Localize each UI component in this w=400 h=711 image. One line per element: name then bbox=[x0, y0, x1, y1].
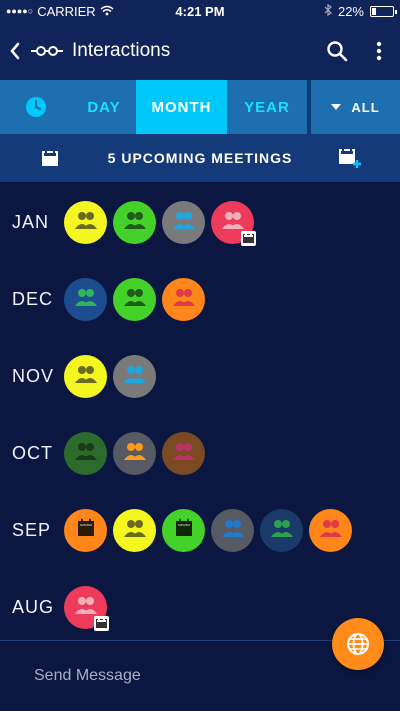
timeline-row-sep: SEP bbox=[0, 500, 400, 560]
contact-group-bubble[interactable] bbox=[162, 431, 205, 475]
contact-group-bubble[interactable] bbox=[162, 277, 205, 321]
meetings-calendar-button[interactable] bbox=[0, 149, 100, 167]
bluetooth-icon bbox=[324, 3, 332, 19]
clock-icon bbox=[26, 97, 46, 117]
people-icon bbox=[123, 210, 147, 235]
contact-group-bubble[interactable] bbox=[64, 354, 107, 398]
month-label: SEP bbox=[12, 519, 52, 540]
calendar-icon bbox=[175, 518, 193, 542]
timeline-row-dec: DEC bbox=[0, 269, 400, 329]
app-bar: Interactions bbox=[0, 22, 400, 80]
filter-divider bbox=[307, 80, 311, 134]
people-icon bbox=[270, 518, 294, 543]
interaction-bubbles bbox=[64, 354, 156, 398]
battery-percent: 22% bbox=[337, 3, 364, 19]
contact-group-bubble[interactable] bbox=[64, 277, 107, 321]
people-icon bbox=[74, 364, 98, 389]
meeting-bubble[interactable] bbox=[162, 508, 205, 552]
upcoming-meetings-label[interactable]: 5 UPCOMING MEETINGS bbox=[107, 150, 293, 166]
interaction-bubbles bbox=[64, 508, 352, 552]
more-vertical-icon bbox=[376, 41, 382, 61]
month-label: DEC bbox=[12, 288, 54, 309]
people-icon bbox=[172, 441, 196, 466]
filter-dropdown[interactable]: ALL bbox=[311, 80, 400, 134]
people-icon bbox=[123, 518, 147, 543]
battery-level bbox=[372, 7, 377, 15]
page-title: Interactions bbox=[72, 40, 171, 61]
people-icon bbox=[123, 287, 147, 312]
contact-group-bubble[interactable] bbox=[64, 585, 109, 631]
wifi-icon bbox=[100, 4, 114, 19]
month-label: JAN bbox=[12, 211, 50, 232]
clock-button[interactable] bbox=[0, 80, 72, 134]
composer-divider bbox=[0, 640, 400, 641]
month-label: AUG bbox=[12, 596, 55, 617]
send-message-input[interactable] bbox=[34, 667, 304, 685]
status-right: 22% bbox=[324, 3, 397, 19]
people-icon bbox=[74, 595, 98, 620]
contact-group-bubble[interactable] bbox=[113, 354, 156, 398]
signal-icon: ●●●●○ bbox=[6, 6, 34, 16]
timeline-row-oct: OCT bbox=[0, 423, 400, 483]
people-icon bbox=[74, 287, 98, 312]
people-icon bbox=[123, 441, 147, 466]
contact-group-bubble[interactable] bbox=[113, 277, 156, 321]
people-icon bbox=[319, 518, 343, 543]
tab-day[interactable]: DAY bbox=[87, 98, 121, 116]
status-bar: ●●●●○ CARRIER 4:21 PM 22% bbox=[0, 0, 400, 22]
battery-icon bbox=[370, 5, 397, 17]
time-range-bar: DAY MONTH YEAR ALL bbox=[0, 80, 400, 134]
interactions-timeline: JAN DEC NOV OCT SEP AUG bbox=[0, 182, 400, 640]
contact-group-bubble[interactable] bbox=[64, 431, 107, 475]
people-icon bbox=[221, 210, 245, 235]
contact-group-bubble[interactable] bbox=[113, 508, 156, 552]
people-icon bbox=[221, 518, 245, 543]
timeline-row-aug: AUG bbox=[0, 577, 400, 637]
contact-group-bubble[interactable] bbox=[162, 200, 205, 244]
calendar-badge-icon bbox=[94, 615, 109, 631]
chevron-left-icon bbox=[10, 42, 20, 60]
people-icon bbox=[172, 210, 196, 235]
contact-group-bubble[interactable] bbox=[113, 431, 156, 475]
meeting-bubble[interactable] bbox=[64, 508, 107, 552]
calendar-icon bbox=[42, 149, 58, 166]
month-label: NOV bbox=[12, 365, 55, 386]
filter-label: ALL bbox=[351, 99, 380, 115]
carrier-label: CARRIER bbox=[37, 3, 96, 19]
contact-group-bubble[interactable] bbox=[211, 200, 256, 246]
contact-group-bubble[interactable] bbox=[113, 200, 156, 244]
interaction-bubbles bbox=[64, 277, 205, 321]
meetings-bar: 5 UPCOMING MEETINGS bbox=[0, 134, 400, 182]
timeline-row-nov: NOV bbox=[0, 346, 400, 406]
add-meeting-button[interactable] bbox=[300, 147, 400, 169]
search-icon bbox=[327, 41, 348, 62]
caret-down-icon bbox=[331, 104, 342, 110]
contact-group-bubble[interactable] bbox=[211, 508, 254, 552]
contact-group-bubble[interactable] bbox=[260, 508, 303, 552]
interaction-bubbles bbox=[64, 200, 256, 246]
search-button[interactable] bbox=[316, 22, 358, 80]
people-icon bbox=[123, 364, 147, 389]
status-left: ●●●●○ CARRIER bbox=[6, 4, 324, 19]
back-button[interactable] bbox=[2, 22, 28, 80]
interaction-bubbles bbox=[64, 585, 109, 631]
month-label: OCT bbox=[12, 442, 53, 463]
timeline-row-jan: JAN bbox=[0, 192, 400, 252]
message-composer bbox=[0, 641, 400, 711]
people-icon bbox=[74, 210, 98, 235]
more-menu-button[interactable] bbox=[358, 22, 400, 80]
people-icon bbox=[172, 287, 196, 312]
people-icon bbox=[74, 441, 98, 466]
interactions-logo-icon bbox=[31, 46, 63, 56]
calendar-icon bbox=[77, 518, 95, 542]
contact-group-bubble[interactable] bbox=[64, 200, 107, 244]
interaction-bubbles bbox=[64, 431, 205, 475]
globe-icon bbox=[347, 633, 369, 655]
calendar-add-icon bbox=[339, 147, 361, 168]
tab-month[interactable]: MONTH bbox=[136, 80, 227, 134]
calendar-badge-icon bbox=[241, 230, 256, 246]
contact-group-bubble[interactable] bbox=[309, 508, 352, 552]
tab-year[interactable]: YEAR bbox=[244, 98, 290, 116]
globe-fab-button[interactable] bbox=[332, 618, 384, 670]
